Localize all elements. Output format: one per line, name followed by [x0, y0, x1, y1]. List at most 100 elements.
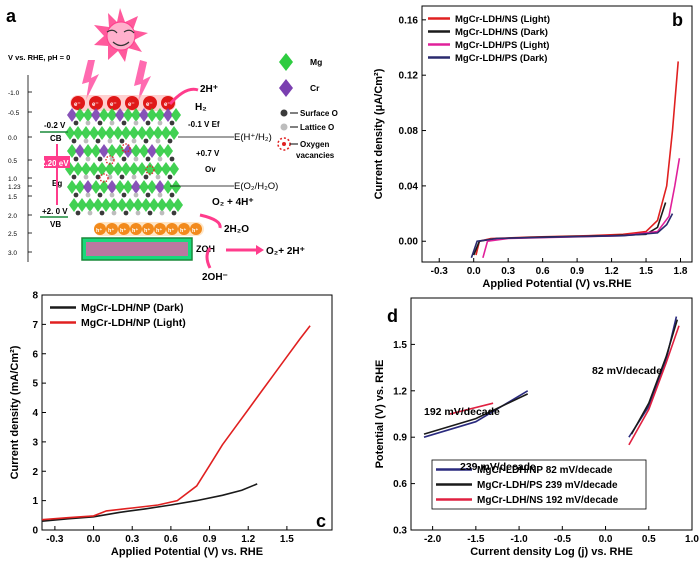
oxygen-atom: [133, 192, 139, 198]
cb-label: CB: [50, 134, 62, 143]
lattice-octahedron: [73, 162, 83, 176]
surface-hydroxyl: ZOH: [196, 244, 215, 254]
legend-label: MgCr-LDH/PS (Dark): [455, 53, 547, 64]
oxygen-atom: [97, 192, 103, 198]
x-tick-label: 0.5: [642, 534, 656, 545]
legend-symbol-icon: [279, 53, 293, 71]
lattice-octahedron: [75, 144, 85, 158]
oxygen-atom: [123, 210, 129, 216]
panel-c: c: [316, 511, 326, 531]
lattice-octahedron: [67, 144, 77, 158]
series-line: [630, 319, 679, 435]
lattice-octahedron: [121, 162, 131, 176]
oxygen-atom: [133, 120, 139, 126]
lattice-octahedron: [83, 180, 93, 194]
oxygen-atom: [143, 174, 149, 180]
series-line: [482, 158, 681, 259]
y-tick-label: 0.08: [399, 126, 419, 137]
electron-label: e⁻: [146, 102, 153, 108]
y-tick-label: 0.6: [393, 479, 407, 490]
lattice-octahedron: [123, 180, 133, 194]
hydroxyl-reactant: 2OH⁻: [202, 272, 228, 283]
lattice-octahedron: [97, 126, 107, 140]
oxygen-atom: [143, 138, 149, 144]
oxygen-atom: [83, 138, 89, 144]
lattice-octahedron: [129, 162, 139, 176]
panel-a-tick-label: -0.5: [8, 110, 20, 117]
hole-label: h⁺: [120, 227, 126, 234]
oxygen-atom: [135, 210, 141, 216]
oxygen-atom: [155, 174, 161, 180]
oxygen-atom: [111, 210, 117, 216]
x-tick-label: -2.0: [424, 534, 442, 545]
water-reactant: 2H₂O: [224, 224, 249, 235]
x-tick-label: -1.5: [467, 534, 485, 545]
cb-potential: -0.2 V: [44, 121, 66, 130]
panel-a-tick-label: -1.0: [8, 90, 20, 97]
hole-icon: [154, 223, 166, 235]
legend-label: MgCr-LDH/PS (Light): [455, 40, 549, 51]
oxygen-atom: [167, 138, 173, 144]
lattice-octahedron: [163, 180, 173, 194]
series-line: [475, 61, 679, 256]
hole-icon: [142, 223, 154, 235]
panel-a-tick-label: 2.0: [8, 213, 17, 220]
series-line: [449, 402, 494, 415]
y-tick-label: 4: [32, 408, 38, 419]
lattice-octahedron: [129, 126, 139, 140]
legend-label-cont: vacancies: [296, 151, 335, 160]
legend-label: Cr: [310, 83, 320, 93]
oxygen-atom: [169, 120, 175, 126]
panel-a-tick-label: 0.0: [8, 135, 17, 142]
lattice-octahedron: [145, 126, 155, 140]
electron-icon: [89, 96, 103, 110]
lattice-octahedron: [171, 108, 181, 122]
lattice-octahedron: [139, 144, 149, 158]
oxygen-atom: [87, 210, 93, 216]
x-tick-label: 0.3: [501, 266, 515, 277]
legend-label: Lattice O: [300, 123, 334, 132]
lattice-octahedron: [117, 198, 127, 212]
ov-potential: +0.7 V: [196, 149, 220, 158]
x-tick-label: 1.8: [674, 266, 688, 277]
lattice-octahedron: [101, 198, 111, 212]
lattice-octahedron: [81, 126, 91, 140]
series-line: [423, 393, 529, 435]
panel-c-letter: c: [316, 511, 326, 531]
lattice-octahedron: [99, 108, 109, 122]
y-tick-label: 0: [32, 526, 38, 537]
y-tick-label: 8: [32, 291, 38, 302]
panel-d-letter: d: [387, 306, 398, 326]
lattice-octahedron: [105, 126, 115, 140]
legend-label: Mg: [310, 57, 322, 67]
hydrogen-product: H₂: [195, 102, 207, 113]
lightning-icon: [134, 60, 151, 102]
hole-label: h⁺: [180, 227, 186, 234]
chart-b: -0.3 0.0 0.3 0.6 0.9 1.2 1.5 1.8 0.00 0.04 0.08 0.1…: [373, 5, 693, 290]
hole-label: h⁺: [96, 227, 102, 234]
hole-label: h⁺: [192, 227, 198, 234]
legend-label: MgCr-LDH/NP 82 mV/decade: [477, 465, 613, 476]
legend-label: MgCr-LDH/NP (Dark): [81, 302, 183, 314]
lattice-octahedron: [67, 180, 77, 194]
series-line: [41, 483, 258, 522]
ef-label: -0.1 V Ef: [188, 120, 220, 129]
panel-a-tick-label: 1.5: [8, 194, 17, 201]
x-tick-label: 0.9: [570, 266, 584, 277]
x-tick-label: -1.0: [510, 534, 528, 545]
oxygen-atom: [121, 192, 127, 198]
lattice-octahedron: [163, 144, 173, 158]
hole-icon: [190, 223, 202, 235]
hole-icon: [166, 223, 178, 235]
lattice-octahedron: [155, 108, 165, 122]
hole-icon: [106, 223, 118, 235]
lattice-octahedron: [153, 162, 163, 176]
legend-symbol-icon: [279, 79, 293, 97]
panel-a-tick-label: 1.23: [8, 184, 21, 191]
oxygen-level: E(O₂/H₂O): [234, 181, 278, 192]
x-tick-label: -0.3: [46, 534, 64, 545]
lattice-octahedron: [97, 162, 107, 176]
panel-b: b: [672, 10, 683, 30]
vb-potential: +2. 0 V: [42, 207, 68, 216]
vacancy-icon: [99, 173, 109, 183]
